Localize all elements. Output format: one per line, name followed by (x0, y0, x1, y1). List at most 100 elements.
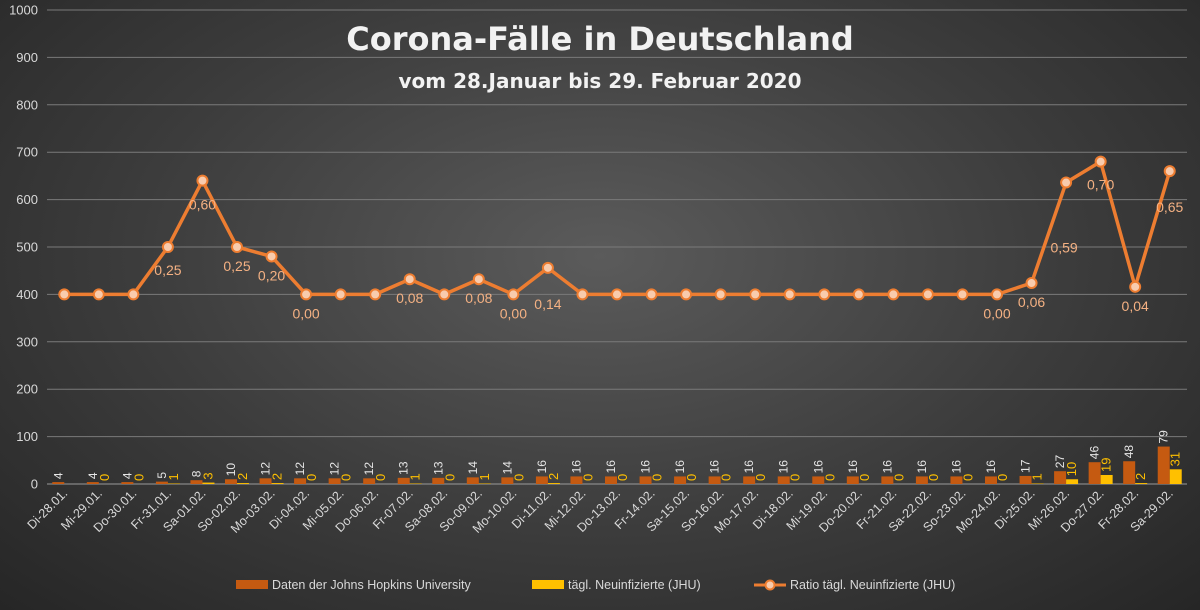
bar-value-neuinfizierte: 1 (166, 473, 181, 480)
ratio-value-label: 0,00 (983, 305, 1010, 321)
bar-value-neuinfizierte: 0 (822, 474, 837, 481)
bar-value-jhu: 12 (328, 462, 342, 476)
y-tick-label: 700 (16, 145, 38, 160)
bar-value-jhu: 12 (362, 462, 376, 476)
y-tick-label: 100 (16, 429, 38, 444)
bar-jhu (52, 482, 65, 484)
y-tick-label: 600 (16, 192, 38, 207)
ratio-value-label: 0,59 (1050, 240, 1077, 256)
bar-jhu (432, 477, 445, 484)
bar-value-neuinfizierte: 0 (995, 474, 1010, 481)
bar-value-neuinfizierte: 0 (857, 474, 872, 481)
ratio-point (92, 288, 105, 301)
bar-value-neuinfizierte: 0 (304, 474, 319, 481)
legend-label-ratio: Ratio tägl. Neuinfizierte (JHU) (790, 578, 955, 592)
ratio-point (58, 288, 71, 301)
bar-value-jhu: 4 (86, 472, 100, 479)
ratio-point (438, 288, 451, 301)
bar-value-neuinfizierte: 19 (1099, 458, 1114, 472)
legend: Daten der Johns Hopkins University tägl. … (236, 578, 955, 592)
ratio-point (541, 261, 554, 274)
bar-neuinfizierte (271, 483, 284, 484)
bar-jhu (121, 482, 134, 484)
legend-swatch-neuinfizierte (532, 580, 564, 589)
bar-value-neuinfizierte: 0 (960, 474, 975, 481)
bar-jhu (86, 482, 99, 484)
legend-label-neuinfizierte: tägl. Neuinfizierte (JHU) (568, 578, 701, 592)
bar-jhu (812, 476, 825, 484)
bar-value-jhu: 12 (293, 462, 307, 476)
ratio-point (403, 273, 416, 286)
bar-jhu (674, 476, 687, 484)
bar-jhu (881, 476, 894, 484)
bar-jhu (985, 476, 997, 484)
ratio-point (887, 288, 900, 301)
bar-jhu (1088, 462, 1101, 484)
bar-neuinfizierte (237, 483, 249, 484)
ratio-point (1060, 176, 1073, 189)
ratio-point (956, 288, 969, 301)
bar-jhu (466, 477, 479, 484)
bar-neuinfizierte (1100, 474, 1113, 484)
chart-title: Corona-Fälle in Deutschland (346, 20, 854, 58)
bar-value-jhu: 16 (984, 460, 998, 474)
y-tick-label: 300 (16, 334, 38, 349)
bar-jhu (225, 479, 237, 484)
bar-value-jhu: 27 (1053, 455, 1067, 469)
ratio-point (714, 288, 727, 301)
ratio-value-label: 0,60 (189, 197, 216, 213)
y-tick-label: 800 (16, 97, 38, 112)
ratio-point (611, 288, 623, 301)
bar-value-jhu: 46 (1088, 446, 1102, 460)
bar-jhu (743, 476, 756, 484)
bar-value-jhu: 5 (155, 472, 169, 479)
bar-jhu (1123, 461, 1136, 484)
ratio-line-path (64, 159, 1172, 297)
ratio-point (507, 288, 520, 301)
y-tick-label: 200 (16, 382, 38, 397)
ratio-value-label: 0,25 (223, 258, 250, 274)
y-tick-label: 400 (16, 287, 38, 302)
ratio-value-label: 0,08 (396, 290, 423, 306)
bar-value-neuinfizierte: 31 (1168, 452, 1183, 466)
bar-value-neuinfizierte: 2 (235, 473, 250, 480)
legend-label-jhu: Daten der Johns Hopkins University (272, 578, 471, 592)
bar-value-jhu: 16 (811, 460, 825, 474)
bar-jhu (846, 476, 859, 484)
ratio-point (472, 273, 485, 286)
x-axis: Di-28.01.Mi-29.01.Do-30.01.Fr-31.01.Sa-0… (25, 486, 1176, 536)
bar-value-neuinfizierte: 0 (891, 474, 906, 481)
bar-value-neuinfizierte: 2 (1133, 473, 1148, 480)
bar-value-jhu: 79 (1157, 430, 1171, 444)
ratio-point (300, 288, 313, 301)
bar-jhu (328, 478, 341, 484)
bar-neuinfizierte (1135, 483, 1148, 484)
bar-value-jhu: 16 (846, 460, 860, 474)
y-tick-label: 500 (16, 240, 38, 255)
ratio-point (231, 241, 243, 253)
bars (52, 446, 1182, 484)
ratio-point (576, 288, 589, 301)
y-tick-label: 0 (31, 477, 38, 492)
bar-value-jhu: 13 (397, 461, 411, 475)
ratio-value-label: 0,08 (465, 290, 492, 306)
ratio-point (921, 288, 934, 301)
bar-value-neuinfizierte: 1 (408, 473, 423, 480)
ratio-point (680, 288, 693, 301)
ratio-point (1025, 277, 1038, 290)
ratio-point (127, 288, 140, 301)
bar-value-jhu: 14 (466, 461, 480, 475)
bar-value-neuinfizierte: 1 (1030, 473, 1045, 480)
bar-value-jhu: 4 (51, 472, 65, 479)
bar-value-jhu: 16 (569, 460, 583, 474)
bar-value-jhu: 16 (880, 460, 894, 474)
bar-value-neuinfizierte: 0 (753, 474, 768, 481)
bar-jhu (639, 476, 652, 484)
bar-value-neuinfizierte: 0 (926, 474, 941, 481)
bar-neuinfizierte (1066, 479, 1079, 484)
bar-value-neuinfizierte: 0 (580, 474, 595, 481)
bar-jhu (535, 476, 548, 484)
ratio-value-label: 0,14 (534, 296, 561, 312)
bar-value-neuinfizierte: 2 (546, 473, 561, 480)
bar-value-jhu: 8 (189, 470, 203, 477)
